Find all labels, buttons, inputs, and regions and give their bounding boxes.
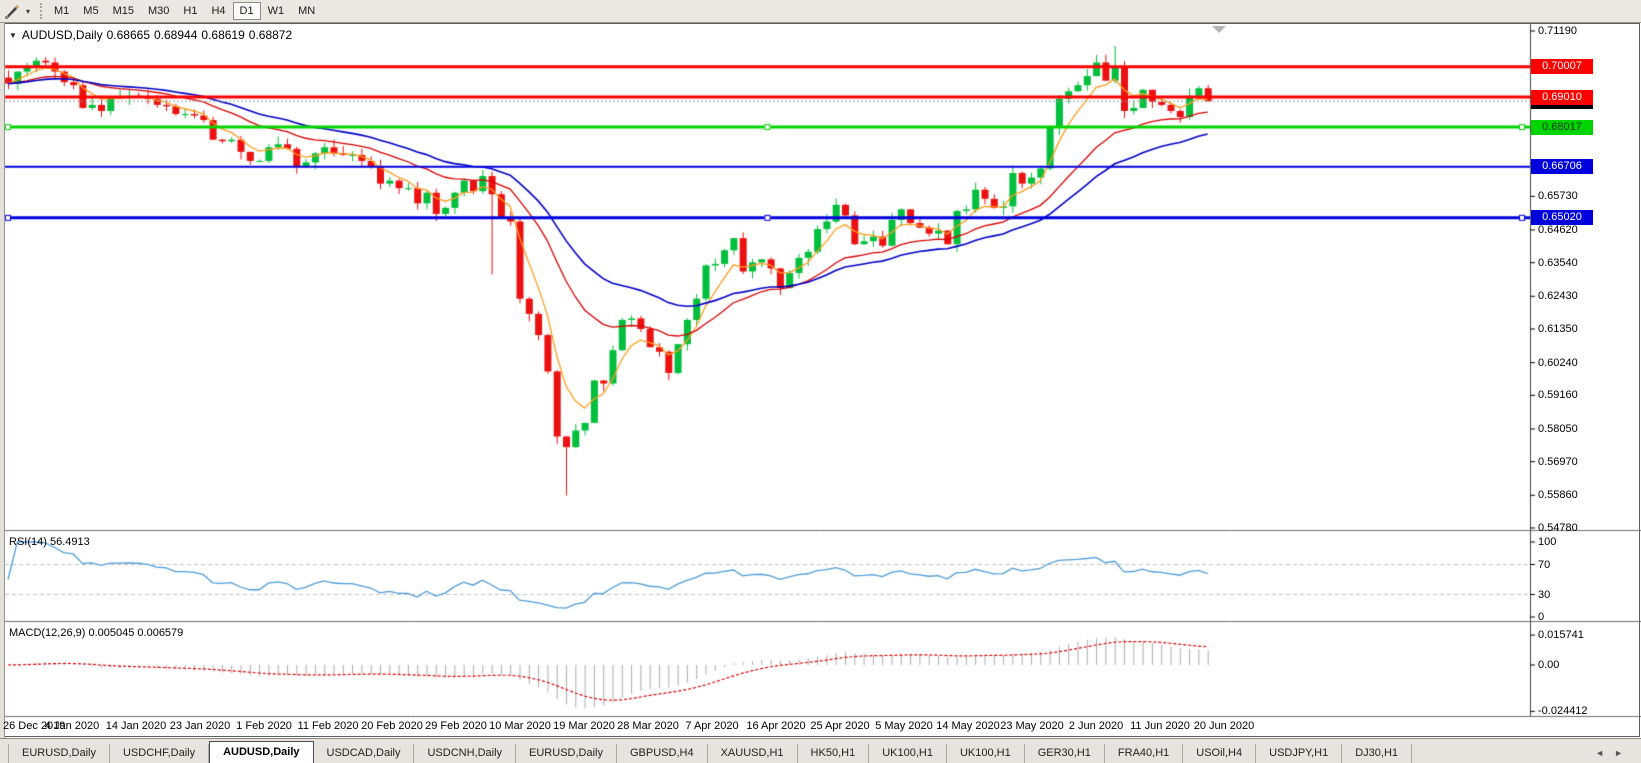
chart-tab-USDCNH-Daily[interactable]: USDCNH,Daily (414, 744, 517, 763)
toolbar-grip[interactable] (40, 3, 42, 19)
date-axis-label: 14 May 2020 (936, 720, 1000, 732)
date-axis-label: 20 Feb 2020 (361, 720, 423, 732)
chart-tab-bar: EURUSD,Daily USDCHF,Daily AUDUSD,Daily USDC… (0, 738, 1641, 763)
chart-tab-AUDUSD-Daily[interactable]: AUDUSD,Daily (209, 741, 314, 763)
price-axis-tick: 0.64620 (1538, 223, 1578, 236)
top-toolbar: ▾ M1 M5 M15 M30 H1 H4 D1 W1 MN (0, 0, 1641, 23)
timeframe-button-W1[interactable]: W1 (261, 2, 292, 20)
date-axis-label: 29 Feb 2020 (425, 720, 487, 732)
chart-tab-USOil-H4[interactable]: USOil,H4 (1183, 744, 1257, 763)
chart-symbol-period: AUDUSD,Daily (21, 28, 103, 42)
date-axis-label: 1 Feb 2020 (236, 720, 292, 732)
price-axis-tick: 0.54780 (1538, 521, 1578, 534)
price-axis-tick: 0.65730 (1538, 190, 1578, 203)
chart-tab-UK100-H1[interactable]: UK100,H1 (946, 744, 1025, 763)
chart-high-value: 0.68944 (154, 28, 198, 42)
rsi-axis-tick: 70 (1538, 558, 1551, 571)
date-axis-label: 11 Feb 2020 (297, 720, 359, 732)
timeframe-buttons: M1 M5 M15 M30 H1 H4 D1 W1 MN (47, 2, 322, 20)
tab-scroll-left-icon[interactable]: ◄ (1595, 748, 1615, 758)
date-axis-label: 23 Jan 2020 (169, 720, 231, 732)
date-axis-label: 26 Dec 2019 (3, 720, 66, 732)
chart-tab-UK100-H1[interactable]: UK100,H1 (869, 744, 947, 763)
price-axis-tick: 0.61350 (1538, 323, 1578, 335)
chart-tab-USDCHF-Daily[interactable]: USDCHF,Daily (109, 744, 210, 763)
rsi-axis-tick: 30 (1538, 588, 1551, 601)
date-axis-label: 25 Apr 2020 (810, 720, 870, 732)
timeframe-button-H1[interactable]: H1 (176, 2, 204, 20)
timeframe-button-M1[interactable]: M1 (47, 2, 76, 20)
date-axis-label: 14 Jan 2020 (105, 720, 167, 732)
chart-open-value: 0.68665 (106, 28, 150, 42)
price-axis-tick: 0.60240 (1538, 356, 1578, 369)
window-left-edge (0, 23, 5, 762)
hline-price-badge-red[interactable]: 0.69010 (1531, 89, 1593, 105)
chart-title: ▼ AUDUSD,Daily 0.68665 0.68944 0.68619 0.6887… (9, 28, 296, 42)
price-axis-tick: 0.55860 (1538, 489, 1578, 502)
date-axis-label: 16 Apr 2020 (746, 720, 806, 732)
chart-tab-DJ30-H1[interactable]: DJ30,H1 (1342, 744, 1413, 763)
chart-low-value: 0.68619 (201, 28, 245, 42)
price-axis-tick: 0.59160 (1538, 389, 1578, 402)
chart-tab-GBPUSD-H4[interactable]: GBPUSD,H4 (617, 744, 708, 763)
timeframe-button-D1[interactable]: D1 (232, 2, 261, 20)
rsi-axis-tick: 0 (1538, 611, 1545, 623)
chart-tab-USDCAD-Daily[interactable]: USDCAD,Daily (313, 744, 415, 763)
hline-price-badge-blue[interactable]: 0.65020 (1531, 210, 1593, 226)
chart-tab-FRA40-H1[interactable]: FRA40,H1 (1104, 744, 1184, 763)
chevron-down-icon[interactable]: ▾ (25, 6, 30, 16)
timeframe-button-H4[interactable]: H4 (204, 2, 232, 20)
hline-price-badge-green[interactable]: 0.68017 (1531, 119, 1593, 135)
hline-price-badge-red[interactable]: 0.70007 (1531, 59, 1593, 75)
date-axis-label: 7 Apr 2020 (685, 720, 739, 732)
date-axis-label: 5 May 2020 (875, 720, 933, 732)
timeframe-button-M5[interactable]: M5 (76, 2, 105, 20)
chart-tab-HK50-H1[interactable]: HK50,H1 (797, 744, 870, 763)
chart-tab-GER30-H1[interactable]: GER30,H1 (1024, 744, 1105, 763)
price-axis-tick: 0.58050 (1538, 422, 1578, 435)
rsi-indicator-label: RSI(14) 56.4913 (9, 536, 90, 548)
date-axis-label: 28 Mar 2020 (617, 720, 679, 732)
timeframe-button-MN[interactable]: MN (291, 2, 322, 20)
date-axis-label: 20 Jun 2020 (1193, 720, 1255, 732)
price-axis-tick: 0.71190 (1538, 25, 1577, 37)
hline-price-badge-blue[interactable]: 0.66706 (1531, 159, 1593, 175)
price-axis-tick: 0.56970 (1538, 455, 1578, 468)
chart-tab-XAUUSD-H1[interactable]: XAUUSD,H1 (707, 744, 798, 763)
timeframe-button-M30[interactable]: M30 (141, 2, 176, 20)
price-axis-tick: 0.63540 (1538, 256, 1578, 269)
chart-tab-USDJPY-H1[interactable]: USDJPY,H1 (1256, 744, 1343, 763)
date-axis-label: 23 May 2020 (1000, 720, 1064, 732)
timeframe-button-M15[interactable]: M15 (106, 2, 141, 20)
chart-tab-EURUSD-Daily[interactable]: EURUSD,Daily (8, 744, 110, 763)
rsi-axis-tick: 100 (1538, 536, 1557, 548)
date-axis-label: 10 Mar 2020 (489, 720, 551, 732)
macd-axis-tick: 0.00 (1538, 659, 1560, 671)
chart-menu-icon[interactable]: ▼ (9, 31, 17, 40)
chart-close-value: 0.68872 (248, 28, 293, 42)
macd-axis-tick: 0.015741 (1538, 629, 1584, 642)
draw-tool-icon[interactable] (4, 4, 20, 19)
macd-axis-tick: -0.024412 (1538, 705, 1588, 718)
chart-shift-marker[interactable] (1212, 26, 1226, 33)
date-axis-label: 2 Jun 2020 (1068, 720, 1124, 732)
date-axis-label: 4 Jan 2020 (44, 720, 100, 732)
tab-scroll-right-icon[interactable]: ► (1614, 748, 1633, 758)
price-axis-tick: 0.62430 (1538, 290, 1578, 303)
chart-tab-EURUSD-Daily[interactable]: EURUSD,Daily (516, 744, 617, 763)
macd-indicator-label: MACD(12,26,9) 0.005045 0.006579 (9, 627, 184, 639)
date-axis-label: 19 Mar 2020 (553, 720, 615, 732)
date-axis-label: 11 Jun 2020 (1130, 720, 1190, 732)
